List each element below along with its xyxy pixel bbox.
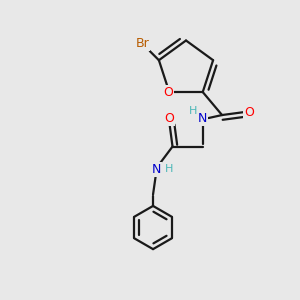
Text: N: N [151, 163, 161, 176]
Text: O: O [163, 85, 173, 99]
Text: H: H [165, 164, 174, 174]
Text: O: O [165, 112, 175, 125]
Text: O: O [244, 106, 254, 118]
Text: N: N [198, 112, 207, 124]
Text: Br: Br [136, 37, 149, 50]
Text: H: H [189, 106, 198, 116]
